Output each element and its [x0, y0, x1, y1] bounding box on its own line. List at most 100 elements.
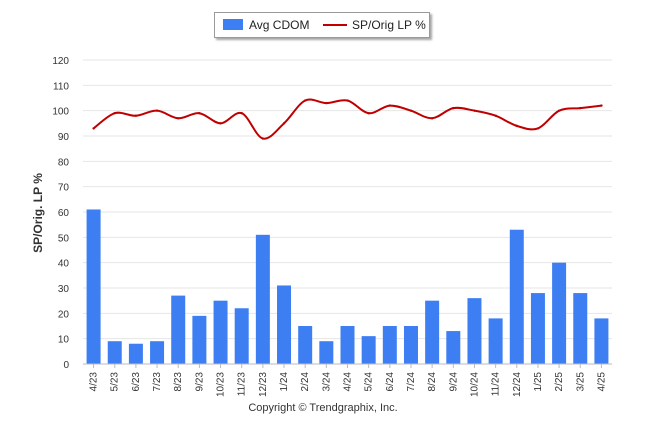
bar	[150, 341, 165, 364]
x-tick-label: 10/23	[216, 372, 227, 397]
line-point	[113, 112, 116, 115]
line-point	[240, 112, 243, 115]
x-tick-label: 8/23	[173, 372, 184, 392]
x-tick-label: 7/24	[406, 372, 417, 392]
x-axis-ticks: 4/23 5/23 6/23 7/23 8/23 9/23 10/23 11/23 12/23 1…	[89, 364, 607, 397]
x-tick-label: 4/24	[343, 372, 354, 392]
legend-line-swatch	[323, 24, 347, 26]
x-tick-label: 9/24	[448, 372, 459, 392]
line-series	[92, 98, 603, 140]
x-tick-label: 3/24	[321, 372, 332, 392]
y-tick-label: 120	[52, 56, 69, 67]
bar	[319, 341, 334, 364]
bar	[192, 315, 207, 364]
bar	[277, 285, 292, 364]
x-tick-label: 3/25	[575, 372, 586, 392]
x-tick-label: 11/24	[491, 372, 502, 397]
line-point	[303, 99, 307, 102]
bar	[213, 300, 228, 364]
y-tick-label: 20	[58, 309, 70, 320]
bar	[171, 295, 186, 364]
x-tick-label: 4/23	[89, 372, 100, 392]
bar	[594, 318, 609, 364]
legend-line-label: SP/Orig LP %	[352, 18, 426, 32]
bar	[361, 336, 376, 364]
line-point	[579, 106, 582, 110]
line-point	[261, 137, 265, 140]
bar	[403, 326, 418, 364]
x-tick-label: 2/25	[554, 372, 565, 392]
bar	[488, 318, 503, 364]
y-tick-label: 100	[52, 107, 69, 118]
y-tick-label: 90	[58, 132, 70, 143]
line-point	[452, 106, 455, 110]
legend-bar-swatch	[223, 19, 243, 30]
bar	[530, 293, 545, 364]
bar	[128, 343, 143, 364]
y-tick-label: 70	[58, 183, 70, 194]
copyright-text: Copyright © Trendgraphix, Inc.	[248, 402, 398, 414]
y-tick-label: 110	[53, 81, 69, 92]
y-tick-label: 80	[58, 157, 70, 168]
line-point	[536, 127, 540, 130]
line-point	[219, 122, 222, 125]
y-axis-label: SP/Orig. LP %	[31, 173, 45, 253]
line-point	[282, 122, 286, 125]
bar	[255, 234, 270, 364]
line-point	[409, 109, 413, 112]
x-tick-label: 6/24	[385, 372, 396, 392]
bar	[425, 300, 440, 364]
line-point	[494, 114, 497, 117]
bar	[552, 262, 567, 364]
line-point	[367, 112, 370, 115]
bar	[86, 209, 101, 364]
x-tick-label: 10/24	[469, 372, 480, 397]
bar	[573, 293, 588, 364]
y-tick-label: 50	[58, 233, 70, 244]
x-tick-label: 4/25	[596, 372, 607, 392]
x-tick-label: 5/24	[364, 372, 375, 392]
y-tick-label: 10	[58, 335, 70, 346]
x-tick-label: 9/23	[194, 372, 205, 392]
x-tick-label: 6/23	[131, 372, 142, 392]
line-point	[134, 114, 138, 117]
line-point	[155, 109, 159, 112]
line-path	[92, 98, 602, 140]
x-tick-label: 1/24	[279, 372, 290, 392]
x-tick-label: 8/24	[427, 372, 438, 392]
bar	[446, 331, 461, 364]
x-tick-label: 7/23	[152, 372, 163, 392]
y-tick-label: 0	[63, 360, 69, 371]
y-axis-ticks: 0 10 20 30 40 50 60 70 80 90 100 110 120	[52, 56, 69, 371]
line-point	[325, 101, 328, 105]
bar	[467, 298, 482, 364]
bar	[382, 326, 397, 364]
bar	[234, 308, 249, 364]
x-tick-label: 11/23	[237, 372, 248, 397]
line-point	[92, 127, 95, 130]
y-tick-label: 30	[58, 284, 70, 295]
legend-bar-label: Avg CDOM	[249, 18, 310, 32]
line-point	[388, 104, 392, 107]
line-point	[346, 99, 349, 102]
x-tick-label: 5/23	[110, 372, 121, 392]
bar	[340, 326, 355, 364]
legend: Avg CDOM SP/Orig LP %	[214, 12, 430, 38]
x-tick-label: 2/24	[300, 372, 311, 392]
x-tick-label: 12/24	[512, 372, 523, 397]
line-point	[198, 112, 201, 115]
x-tick-label: 1/25	[533, 372, 544, 392]
bar	[298, 326, 313, 364]
y-tick-label: 40	[58, 259, 70, 270]
line-point	[557, 109, 561, 112]
line-point	[430, 117, 434, 120]
grid-lines	[83, 59, 612, 340]
bar	[107, 341, 122, 364]
bar-series	[86, 209, 609, 364]
x-tick-label: 12/23	[258, 372, 269, 397]
line-point	[600, 104, 603, 107]
y-tick-label: 60	[58, 208, 70, 219]
bar	[509, 229, 524, 364]
line-point	[177, 117, 180, 120]
